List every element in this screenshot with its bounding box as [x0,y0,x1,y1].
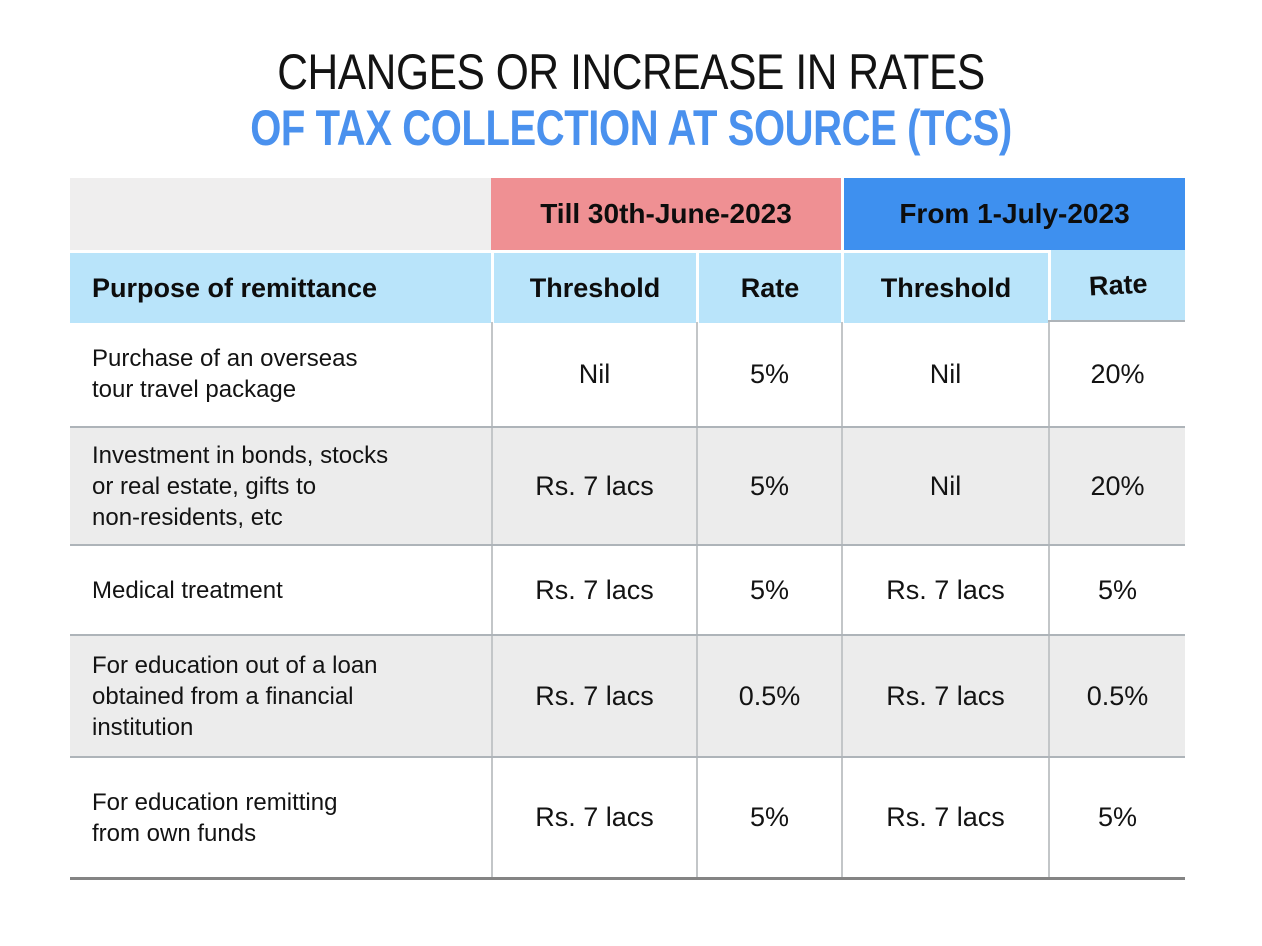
period-header-row: Till 30th-June-2023 From 1-July-2023 [70,178,1185,250]
till-rate-cell: 5% [696,322,841,426]
period-header-from: From 1-July-2023 [841,178,1185,250]
tcs-rates-table: Till 30th-June-2023 From 1-July-2023 Pur… [70,178,1185,880]
from-threshold-cell: Rs. 7 lacs [841,636,1048,756]
from-threshold-cell: Nil [841,428,1048,544]
purpose-cell: For education out of a loan obtained fro… [92,651,378,741]
purpose-cell: For education remitting from own funds [92,788,338,847]
from-rate-cell: 0.5% [1048,636,1185,756]
till-threshold-cell: Rs. 7 lacs [491,546,696,634]
table-row: For education remitting from own funds R… [70,756,1185,880]
from-threshold-cell: Rs. 7 lacs [841,546,1048,634]
main-title: CHANGES OR INCREASE IN RATES [277,44,985,100]
till-threshold-cell: Rs. 7 lacs [491,636,696,756]
purpose-cell: Purchase of an overseas tour travel pack… [92,345,358,403]
table-row: Purchase of an overseas tour travel pack… [70,320,1185,426]
column-header-from-rate: Rate [1048,250,1185,320]
empty-header-cell [70,178,491,250]
column-header-row: Purpose of remittance Threshold Rate Thr… [70,250,1185,323]
till-threshold-cell: Rs. 7 lacs [491,758,696,877]
sub-title: OF TAX COLLECTION AT SOURCE (TCS) [250,100,1012,156]
till-rate-cell: 5% [696,546,841,634]
purpose-cell: Medical treatment [92,576,283,604]
column-header-till-threshold: Threshold [491,253,696,323]
column-header-till-rate: Rate [696,253,841,323]
page-title: CHANGES OR INCREASE IN RATES OF TAX COLL… [0,46,1262,154]
purpose-cell: Investment in bonds, stocks or real esta… [92,441,389,531]
period-header-till: Till 30th-June-2023 [491,178,841,250]
from-threshold-cell: Rs. 7 lacs [841,758,1048,877]
column-header-purpose: Purpose of remittance [70,253,491,323]
table-row: Medical treatment Rs. 7 lacs 5% Rs. 7 la… [70,544,1185,634]
from-threshold-cell: Nil [841,322,1048,426]
table-row: Investment in bonds, stocks or real esta… [70,426,1185,544]
table-row: For education out of a loan obtained fro… [70,634,1185,756]
column-header-from-rate-label: Rate [1087,267,1148,302]
from-rate-cell: 20% [1048,428,1185,544]
column-header-from-threshold: Threshold [841,253,1048,323]
from-rate-cell: 20% [1048,322,1185,426]
till-threshold-cell: Nil [491,322,696,426]
from-rate-cell: 5% [1048,758,1185,877]
till-rate-cell: 5% [696,428,841,544]
from-rate-cell: 5% [1048,546,1185,634]
till-threshold-cell: Rs. 7 lacs [491,428,696,544]
till-rate-cell: 5% [696,758,841,877]
till-rate-cell: 0.5% [696,636,841,756]
